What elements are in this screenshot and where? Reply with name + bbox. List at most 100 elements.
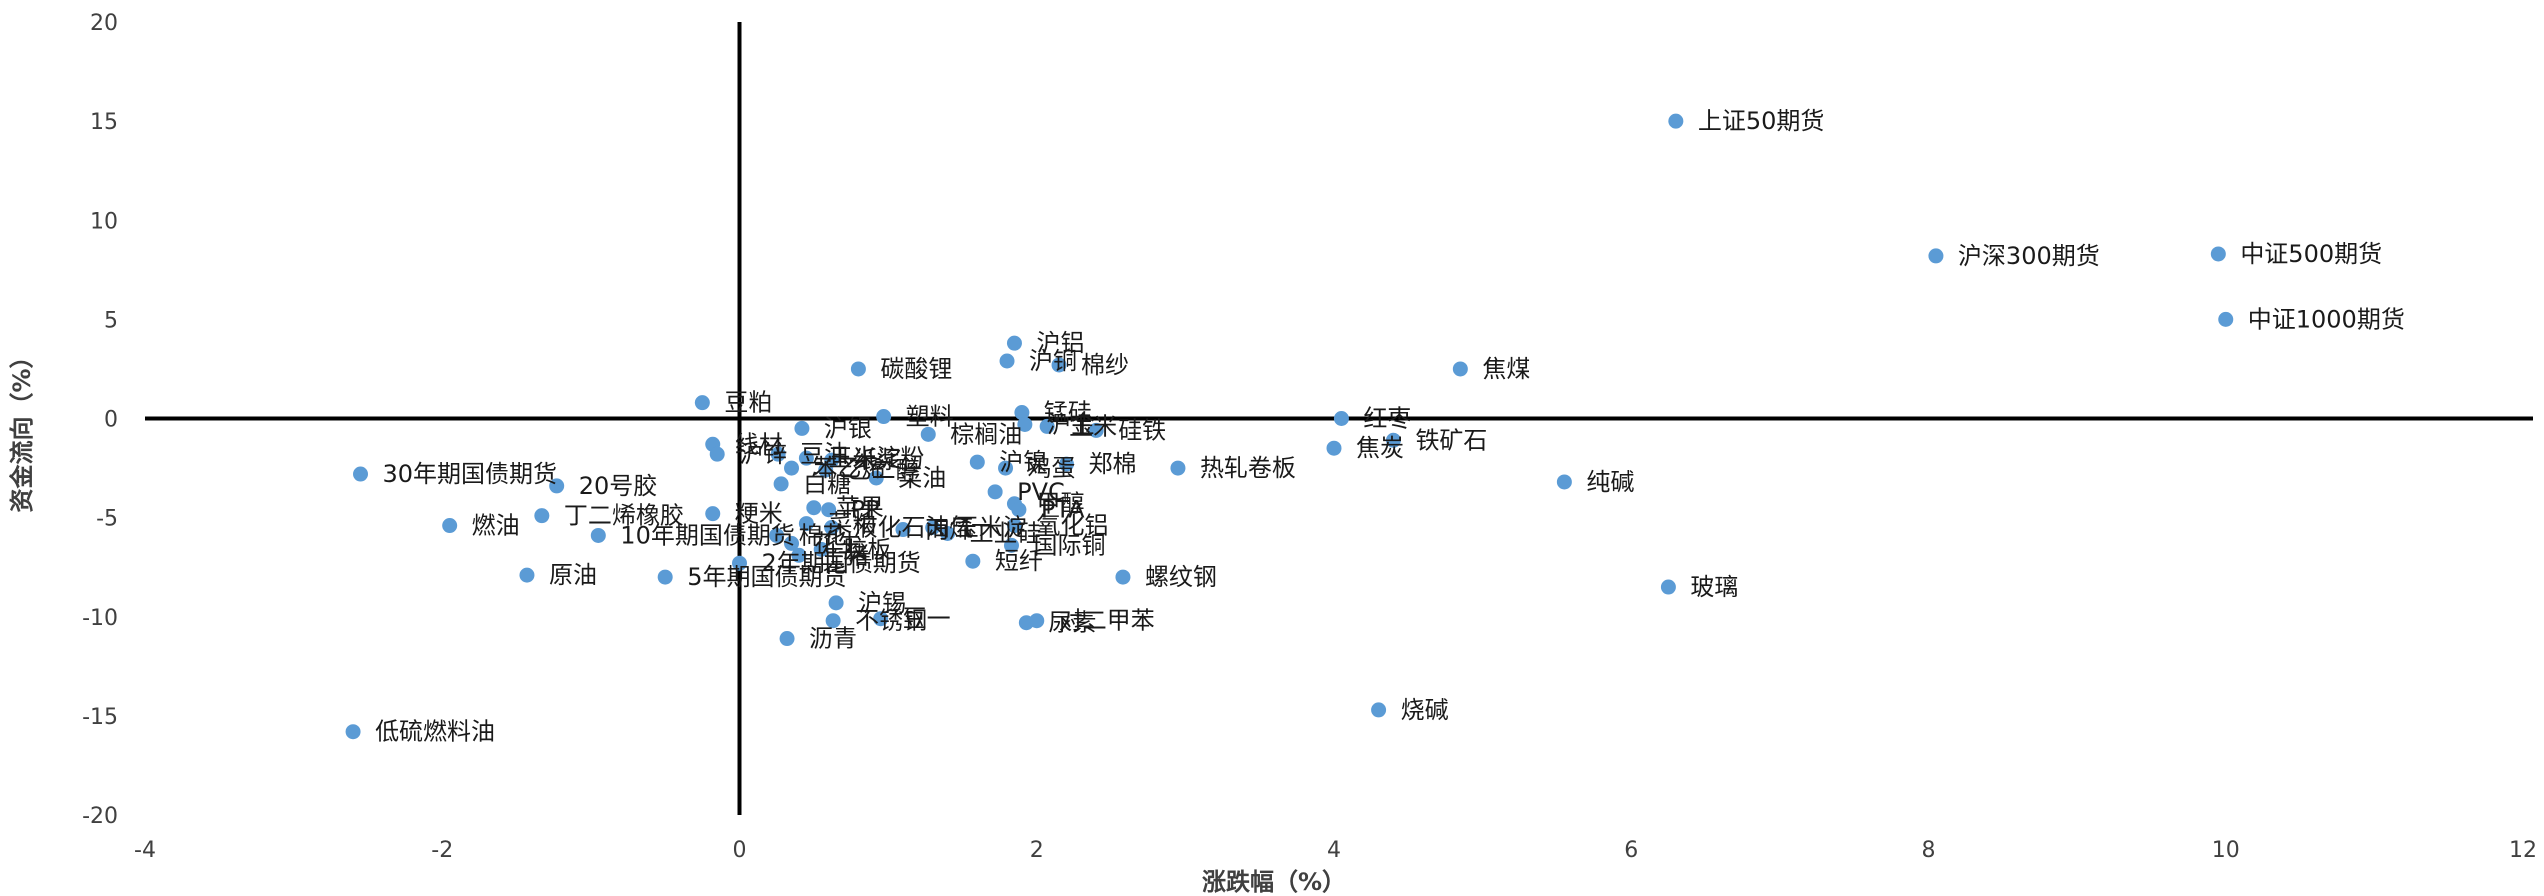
data-point — [345, 724, 361, 740]
data-point — [590, 527, 606, 543]
x-tick-label: -4 — [134, 838, 156, 863]
data-point-label: 丁二烯橡胶 — [564, 502, 684, 530]
data-point-label: 低硫燃料油 — [375, 718, 495, 746]
data-point — [828, 595, 844, 611]
data-point-label: 硅铁 — [1118, 416, 1166, 444]
x-tick-labels: -4 -2 0 2 4 6 8 10 12 — [134, 838, 2537, 863]
data-point — [1333, 411, 1349, 426]
data-point — [969, 454, 985, 470]
data-point-label: 苹果 — [836, 494, 884, 522]
data-point-label: 对二甲苯 — [1059, 607, 1155, 635]
data-point — [850, 361, 866, 377]
data-point — [821, 502, 837, 518]
data-points — [345, 113, 2234, 740]
data-point — [773, 476, 789, 492]
x-tick-label: 4 — [1327, 838, 1341, 863]
data-point — [784, 460, 800, 476]
data-point — [519, 567, 535, 583]
y-tick-label: -10 — [82, 606, 118, 631]
x-axis-title: 涨跌幅（%） — [1202, 868, 1346, 896]
data-point-label: 尿素 — [1048, 609, 1096, 637]
data-point-label: 沪镍 — [999, 448, 1047, 476]
y-tick-label: 15 — [90, 110, 118, 135]
data-point — [657, 569, 673, 585]
data-point — [895, 522, 911, 538]
data-point-label: 5年期国债期货 — [687, 563, 846, 591]
y-tick-label: 0 — [104, 408, 118, 433]
data-point — [1014, 405, 1030, 421]
x-tick-label: 12 — [2509, 838, 2537, 863]
data-point — [824, 520, 840, 536]
data-point-label: 沪银 — [824, 414, 872, 442]
data-point — [806, 500, 822, 516]
data-point-label: 热轧卷板 — [1200, 454, 1296, 482]
data-point — [1452, 361, 1468, 377]
data-point — [694, 395, 710, 411]
data-point-label: 豆粕 — [724, 389, 772, 417]
data-point — [920, 426, 936, 442]
x-tick-label: 10 — [2212, 838, 2240, 863]
y-tick-label: -20 — [82, 804, 118, 829]
x-tick-label: 6 — [1624, 838, 1638, 863]
data-point — [818, 462, 834, 478]
data-point-label: 棉纱 — [1081, 351, 1129, 379]
data-point-label: 碳酸锂 — [880, 355, 952, 383]
x-tick-label: -2 — [431, 838, 453, 863]
data-point — [784, 535, 800, 551]
data-point — [925, 520, 941, 536]
data-point-label: 鸡蛋 — [1028, 454, 1076, 482]
data-point — [1668, 113, 1684, 129]
data-point-label: 玉米淀粉 — [828, 444, 924, 472]
data-point-label: 苯乙烯 — [814, 454, 886, 482]
data-point-label: 焦炭 — [1356, 434, 1404, 462]
data-point-label: 铁矿石 — [1415, 426, 1487, 454]
data-point-label: 乙二醇 — [848, 456, 920, 484]
data-point-label: 短纤 — [995, 547, 1043, 575]
data-point-label: 工业硅 — [970, 519, 1042, 547]
data-point-label: 玉米 — [1069, 412, 1117, 440]
data-point-label: 30年期国债期货 — [383, 460, 558, 488]
data-point-label: PVC — [1017, 478, 1065, 506]
data-point — [1029, 613, 1045, 629]
data-point-label: 豆油 — [800, 440, 848, 468]
data-point-label: 原油 — [549, 561, 597, 589]
data-point-label: PTA — [1041, 496, 1085, 524]
y-tick-label: -15 — [82, 705, 118, 730]
data-point — [2218, 311, 2234, 327]
data-point-label: 液化石油气 — [854, 514, 974, 542]
data-point-label: 丙烯 — [925, 516, 973, 544]
data-point-label: 甲醇 — [1036, 490, 1084, 518]
data-point-label: 沪金 — [1047, 410, 1095, 438]
data-point-label: 沪锡 — [858, 589, 906, 617]
data-point-label: 玉米淀 — [955, 514, 1027, 542]
data-point-label: 玻璃 — [1690, 573, 1738, 601]
data-point — [965, 553, 981, 569]
data-point-label: 沪铜 — [1029, 347, 1077, 375]
data-point-label: 生猪 — [821, 541, 869, 569]
data-point — [732, 555, 747, 571]
data-point — [868, 470, 884, 486]
data-point — [442, 518, 458, 534]
data-point — [998, 460, 1014, 476]
data-point — [1660, 579, 1676, 595]
data-point — [1003, 537, 1019, 553]
data-point — [1088, 422, 1104, 438]
data-point — [1006, 335, 1022, 351]
data-point — [813, 541, 829, 557]
data-point-label: 纸浆 — [854, 446, 902, 474]
data-point — [1011, 502, 1027, 518]
data-point-label: 粳米 — [735, 500, 783, 528]
data-point — [940, 525, 956, 541]
data-point-label: 上证50期货 — [1698, 107, 1825, 135]
data-point-label: 20号胶 — [579, 472, 658, 500]
data-point — [798, 450, 814, 466]
data-point — [709, 446, 725, 462]
data-point — [825, 613, 841, 629]
data-point — [353, 466, 369, 482]
data-point — [1051, 357, 1067, 373]
data-point-label: 白糖 — [803, 470, 851, 498]
data-point — [1928, 248, 1944, 264]
data-point-label: 郑棉 — [1088, 450, 1136, 478]
data-point — [779, 631, 795, 647]
